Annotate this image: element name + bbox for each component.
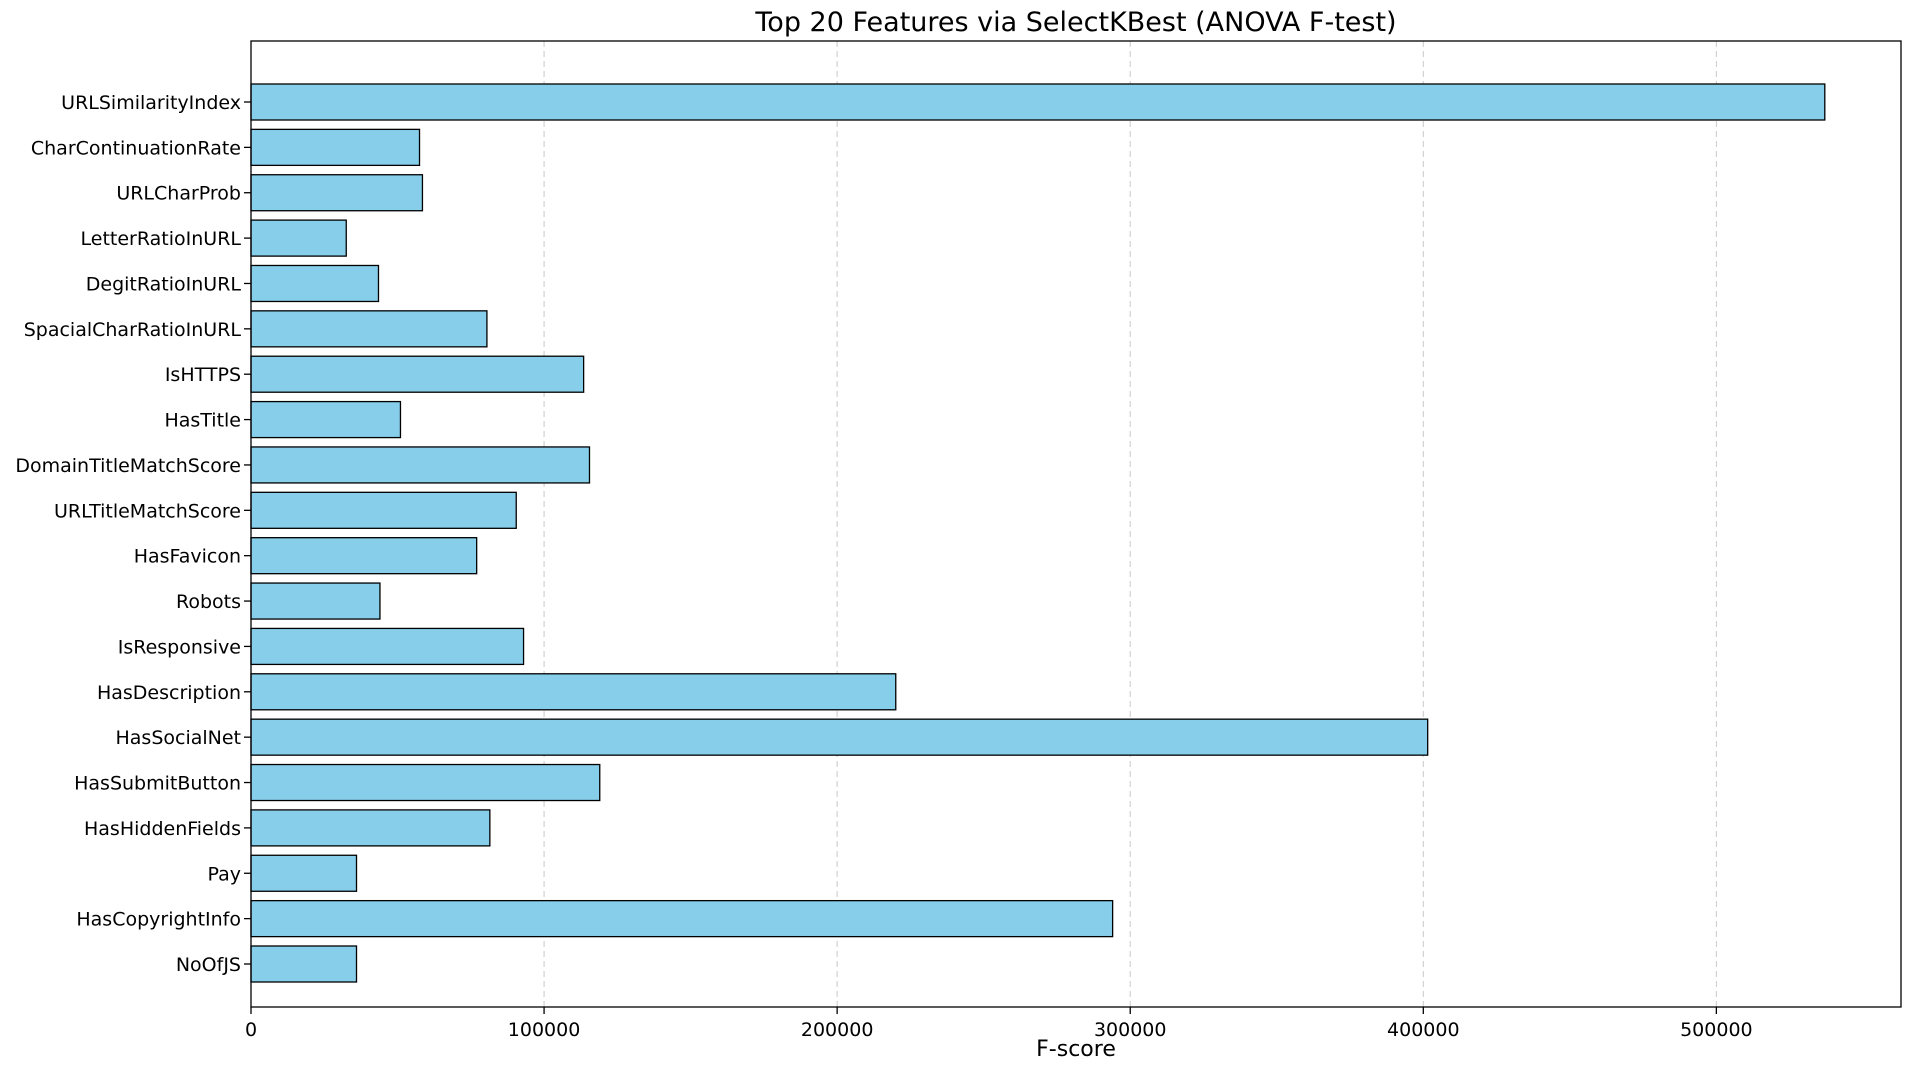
y-tick-layer: URLSimilarityIndex CharContinuationRate UR…	[15, 92, 251, 976]
y-tick-label: LetterRatioInURL	[81, 228, 242, 250]
bar-CharContinuationRate	[250, 128, 421, 167]
x-tick-label: 200000	[801, 1019, 874, 1041]
x-axis-label: F-score	[1036, 1037, 1116, 1062]
bar-HasFavicon	[250, 537, 478, 575]
bar-LetterRatioInURL	[250, 219, 347, 257]
y-tick-label: HasTitle	[164, 410, 241, 432]
y-tick-label: URLCharProb	[116, 183, 241, 205]
grid-layer	[543, 41, 1717, 1007]
x-tick-label: 400000	[1387, 1019, 1460, 1041]
x-tick-label: 300000	[1094, 1019, 1167, 1041]
y-tick-label: DegitRatioInURL	[86, 273, 242, 295]
y-tick-label: SpacialCharRatioInURL	[24, 319, 242, 341]
bar-URLSimilarityIndex	[250, 83, 1826, 121]
x-tick-label: 500000	[1680, 1019, 1753, 1041]
y-tick-label: HasDescription	[97, 682, 241, 704]
y-tick-label: URLSimilarityIndex	[61, 92, 241, 114]
bar-DomainTitleMatchScore	[250, 446, 591, 484]
bar-URLCharProb	[250, 174, 424, 212]
bar-Robots	[250, 582, 381, 620]
y-tick-label: Pay	[208, 863, 242, 885]
y-tick-label: NoOfJS	[176, 954, 241, 976]
y-tick-label: HasSocialNet	[115, 727, 241, 749]
y-tick-label: IsHTTPS	[165, 364, 241, 386]
bar-layer	[250, 83, 1826, 983]
bar-HasTitle	[250, 400, 402, 439]
bar-DegitRatioInURL	[250, 264, 380, 303]
bar-HasSubmitButton	[250, 763, 601, 802]
bar-URLTitleMatchScore	[250, 491, 517, 529]
y-tick-label: DomainTitleMatchScore	[15, 455, 241, 477]
bar-HasSocialNet	[250, 718, 1429, 756]
x-tick-label: 0	[245, 1019, 257, 1041]
y-tick-label: URLTitleMatchScore	[54, 500, 241, 522]
x-tick-layer: 0 100000 200000 300000 400000 500000	[245, 1007, 1753, 1041]
y-tick-label: HasHiddenFields	[84, 818, 241, 840]
y-tick-label: IsResponsive	[118, 636, 241, 658]
y-tick-label: HasSubmitButton	[74, 773, 241, 795]
y-tick-label: Robots	[176, 591, 241, 613]
y-tick-label: CharContinuationRate	[31, 137, 241, 159]
y-tick-label: HasFavicon	[134, 546, 241, 568]
bar-SpacialCharRatioInURL	[250, 310, 488, 348]
bar-NoOfJS	[250, 945, 358, 983]
bar-IsResponsive	[250, 627, 525, 666]
bar-HasHiddenFields	[250, 809, 491, 847]
bar-Pay	[250, 854, 358, 892]
plot-frame	[250, 40, 1902, 1008]
bar-HasDescription	[250, 673, 897, 711]
x-tick-label: 100000	[508, 1019, 581, 1041]
bar-IsHTTPS	[250, 355, 585, 393]
chart-title: Top 20 Features via SelectKBest (ANOVA F…	[754, 7, 1396, 38]
bar-HasCopyrightInfo	[250, 899, 1114, 938]
y-tick-label: HasCopyrightInfo	[76, 909, 241, 931]
